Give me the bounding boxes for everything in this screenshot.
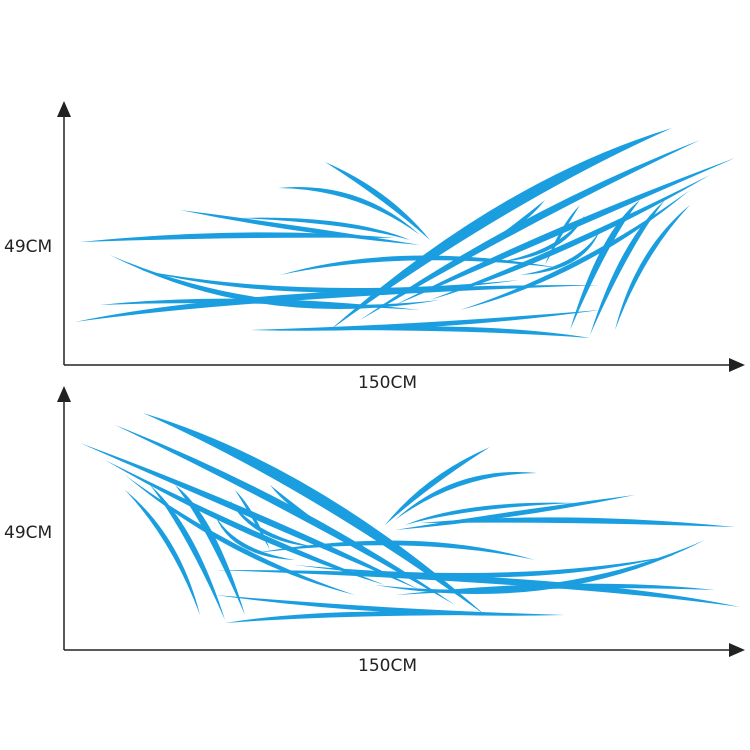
wave-stroke xyxy=(180,210,420,245)
arrow-up-icon xyxy=(57,386,71,402)
wave-stroke xyxy=(395,583,715,595)
wave-stroke xyxy=(110,255,440,310)
wave-stroke xyxy=(80,232,395,242)
width-label-bottom: 150CM xyxy=(358,656,417,676)
wave-stroke xyxy=(143,413,485,615)
wave-stroke xyxy=(590,200,665,335)
wave-stroke xyxy=(150,485,225,620)
height-label-top: 49CM xyxy=(4,237,53,257)
wave-stroke xyxy=(295,555,675,578)
wave-stroke xyxy=(430,175,710,300)
wave-stroke xyxy=(330,128,672,330)
wave-stroke xyxy=(278,186,420,235)
wave-stroke xyxy=(420,517,735,527)
wave-stroke xyxy=(125,490,200,615)
arrow-right-icon xyxy=(729,643,745,657)
wave-stroke xyxy=(215,595,565,616)
wave-stroke xyxy=(405,502,575,525)
wave-stroke xyxy=(215,515,295,560)
decal-top-wave xyxy=(75,128,735,338)
wave-stroke xyxy=(75,285,600,322)
wave-stroke xyxy=(100,298,420,310)
wave-stroke xyxy=(385,447,490,525)
dimension-axes xyxy=(57,101,745,657)
wave-stroke xyxy=(460,190,690,310)
wave-stroke xyxy=(125,475,355,595)
wave-stroke xyxy=(140,270,520,293)
wave-stroke xyxy=(520,230,600,275)
arrow-up-icon xyxy=(57,101,71,117)
wave-stroke xyxy=(230,500,315,547)
arrow-right-icon xyxy=(729,358,745,372)
width-label-top: 150CM xyxy=(358,373,417,393)
wave-stroke xyxy=(395,158,735,305)
wave-stroke xyxy=(375,540,705,595)
wave-stroke xyxy=(80,443,420,590)
wave-stroke xyxy=(395,495,635,530)
wave-stroke xyxy=(250,310,600,331)
wave-stroke xyxy=(395,471,537,520)
wave-stroke xyxy=(500,215,585,262)
wave-stroke xyxy=(325,162,430,240)
decal-bottom-wave xyxy=(80,413,740,623)
wave-stroke xyxy=(215,570,740,607)
wave-stroke xyxy=(615,205,690,330)
wave-stroke xyxy=(105,460,385,585)
wave-stroke xyxy=(240,217,410,240)
height-label-bottom: 49CM xyxy=(4,523,53,543)
